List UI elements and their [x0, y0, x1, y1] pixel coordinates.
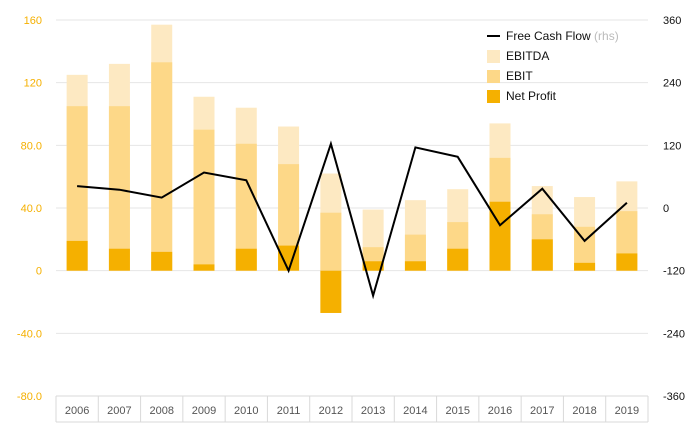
right-tick-label: -360 [663, 391, 685, 403]
ebit-bar [151, 62, 173, 271]
net-profit-bar [489, 201, 511, 271]
x-tick-label: 2012 [319, 405, 343, 417]
net-profit-bar [404, 261, 426, 271]
x-tick-label: 2006 [65, 405, 89, 417]
left-tick-label: -80.0 [17, 391, 42, 403]
ebit-bar [320, 212, 342, 271]
right-tick-label: -240 [663, 328, 685, 340]
net-profit-bar [66, 240, 88, 271]
left-tick-label: 0 [36, 266, 42, 278]
x-tick-label: 2008 [149, 405, 173, 417]
x-tick-label: 2010 [234, 405, 258, 417]
legend-label-free-cash-flow: Free Cash Flow (rhs) [506, 29, 619, 43]
x-tick-label: 2014 [403, 405, 427, 417]
x-tick-label: 2011 [277, 405, 301, 417]
net-profit-bar [574, 262, 596, 271]
left-tick-label: 120 [24, 78, 42, 90]
x-tick-label: 2015 [445, 405, 469, 417]
ebit-bar [574, 226, 596, 271]
x-tick-label: 2013 [361, 405, 385, 417]
right-tick-label: 240 [663, 78, 681, 90]
net-profit-bar [362, 261, 384, 271]
left-tick-label: 160 [24, 15, 42, 27]
x-tick-label: 2016 [488, 405, 512, 417]
left-tick-label: 40.0 [21, 203, 42, 215]
legend-label-net-profit: Net Profit [506, 89, 557, 103]
net-profit-bar [193, 264, 215, 271]
ebit-bar [278, 164, 300, 271]
legend: Free Cash Flow (rhs) EBITDA EBIT Net Profit [487, 29, 619, 103]
right-tick-label: -120 [663, 266, 685, 278]
ebit-bar [193, 129, 215, 271]
legend-swatch-ebitda [487, 50, 500, 63]
ebit-bar [235, 143, 257, 271]
legend-label-ebit: EBIT [506, 69, 533, 83]
ebit-bar [108, 106, 130, 271]
net-profit-bar [151, 251, 173, 271]
x-tick-label: 2017 [530, 405, 554, 417]
ebit-bar [66, 106, 88, 271]
right-tick-label: 0 [663, 203, 669, 215]
axes: 160 120 80.0 40.0 0 -40.0 -80.0 360 240 120 0 -120 -… [17, 15, 685, 423]
bars [66, 24, 638, 313]
net-profit-bar [616, 253, 638, 271]
free-cash-flow-line-layer [77, 140, 628, 300]
net-profit-bar [320, 270, 342, 313]
legend-label-ebitda: EBITDA [506, 49, 549, 63]
net-profit-bar [531, 239, 553, 271]
net-profit-bar [235, 248, 257, 271]
net-profit-bar [447, 248, 469, 271]
x-tick-label: 2007 [107, 405, 131, 417]
right-tick-label: 360 [663, 15, 681, 27]
left-tick-label: -40.0 [17, 328, 42, 340]
net-profit-bar [108, 248, 130, 271]
x-tick-label: 2009 [192, 405, 216, 417]
net-profit-bar [278, 245, 300, 271]
free-cash-flow-line [77, 140, 628, 300]
right-tick-label: 120 [663, 140, 681, 152]
legend-swatch-ebit [487, 70, 500, 83]
legend-swatch-net-profit [487, 90, 500, 103]
x-tick-label: 2018 [572, 405, 596, 417]
x-tick-label: 2019 [615, 405, 639, 417]
legend-suffix: (rhs) [591, 29, 619, 43]
left-tick-label: 80.0 [21, 140, 42, 152]
